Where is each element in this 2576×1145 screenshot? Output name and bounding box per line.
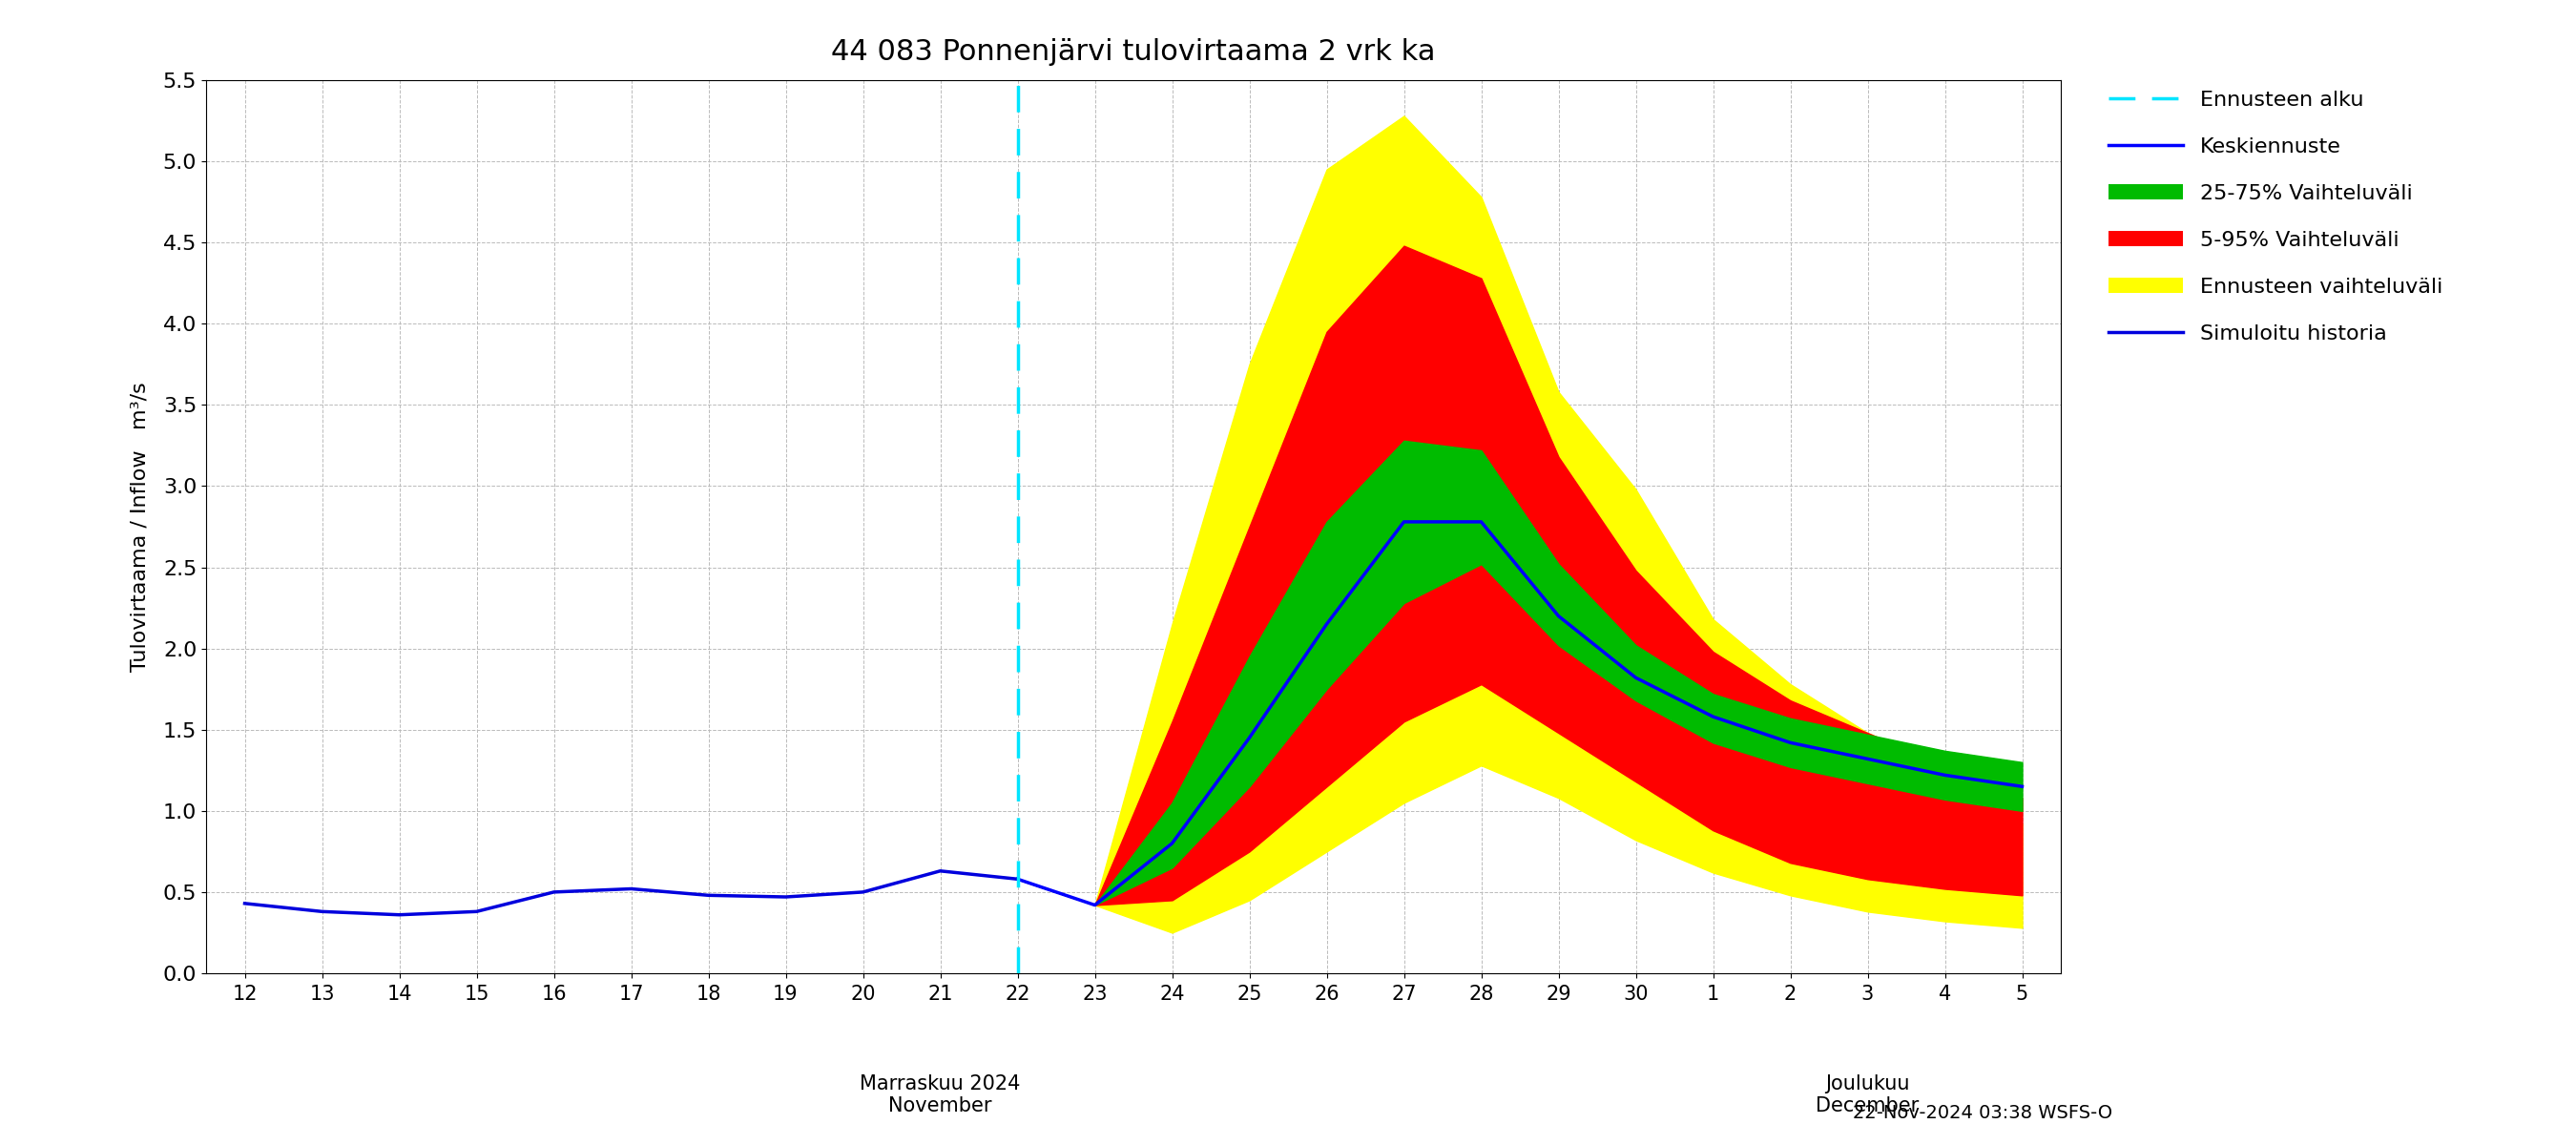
Legend: Ennusteen alku, Keskiennuste, 25-75% Vaihteluväli, 5-95% Vaihteluväli, Ennusteen: Ennusteen alku, Keskiennuste, 25-75% Vai… [2110,90,2442,344]
Text: Marraskuu 2024
November: Marraskuu 2024 November [860,1074,1020,1115]
Title: 44 083 Ponnenjärvi tulovirtaama 2 vrk ka: 44 083 Ponnenjärvi tulovirtaama 2 vrk ka [832,38,1435,66]
Text: 22-Nov-2024 03:38 WSFS-O: 22-Nov-2024 03:38 WSFS-O [1852,1104,2112,1122]
Y-axis label: Tulovirtaama / Inflow   m³/s: Tulovirtaama / Inflow m³/s [131,381,149,672]
Text: Joulukuu
December: Joulukuu December [1816,1074,1919,1115]
